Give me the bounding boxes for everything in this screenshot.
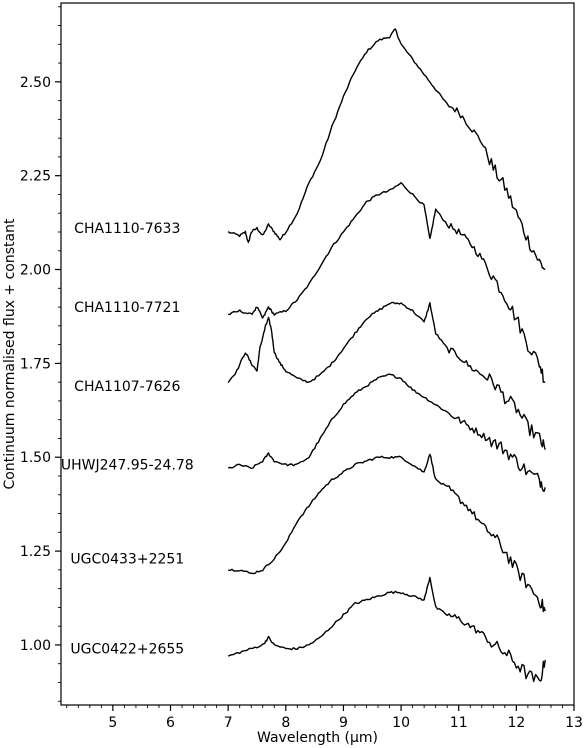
x-tick-label: 10 [392, 715, 410, 731]
x-tick-label: 9 [339, 715, 348, 731]
x-tick-label: 5 [108, 715, 117, 731]
series-line-ugc0422+2655 [227, 576, 546, 683]
y-tick-label: 1.75 [20, 356, 51, 372]
series-layer [227, 28, 546, 683]
y-tick-label: 1.50 [20, 450, 51, 466]
axes: 5 6 7 8 9 10 11 12 13 1.00 1.25 1.50 1.75 2.00 2.25 2.5… [20, 2, 583, 731]
x-axis-label: Wavelength (μm) [257, 730, 378, 746]
series-line-cha1107-7626 [227, 301, 546, 450]
series-label-ugc0422+2655: UGC0422+2655 [70, 642, 184, 658]
y-tick-label: 1.25 [20, 544, 51, 560]
series-label-uhwj247.95-24.78: UHWJ247.95-24.78 [61, 458, 194, 474]
x-tick-label: 7 [224, 715, 233, 731]
series-line-uhwj247.95-24.78 [227, 373, 546, 492]
series-labels: CHA1110-7633 CHA1110-7721 CHA1107-7626 UHWJ… [61, 221, 194, 657]
series-line-cha1110-7633 [227, 28, 546, 271]
series-line-cha1110-7721 [228, 181, 546, 383]
x-tick-label: 11 [450, 715, 468, 731]
series-label-ugc0433+2251: UGC0433+2251 [70, 552, 184, 568]
x-tick-label: 13 [565, 715, 583, 731]
series-label-cha1110-7633: CHA1110-7633 [74, 221, 180, 237]
series-line-ugc0433+2251 [227, 453, 546, 613]
x-tick-label: 8 [281, 715, 290, 731]
x-tick-label: 12 [507, 715, 525, 731]
series-label-cha1110-7721: CHA1110-7721 [74, 300, 180, 316]
y-axis-label: Continuum normalised flux + constant [2, 218, 18, 489]
y-tick-label: 2.50 [20, 75, 51, 91]
y-tick-label: 2.00 [20, 263, 51, 279]
y-tick-label: 2.25 [20, 169, 51, 185]
series-label-cha1107-7626: CHA1107-7626 [74, 379, 180, 395]
x-tick-label: 6 [166, 715, 175, 731]
plot-frame [60, 2, 575, 706]
y-tick-label: 1.00 [20, 638, 51, 654]
